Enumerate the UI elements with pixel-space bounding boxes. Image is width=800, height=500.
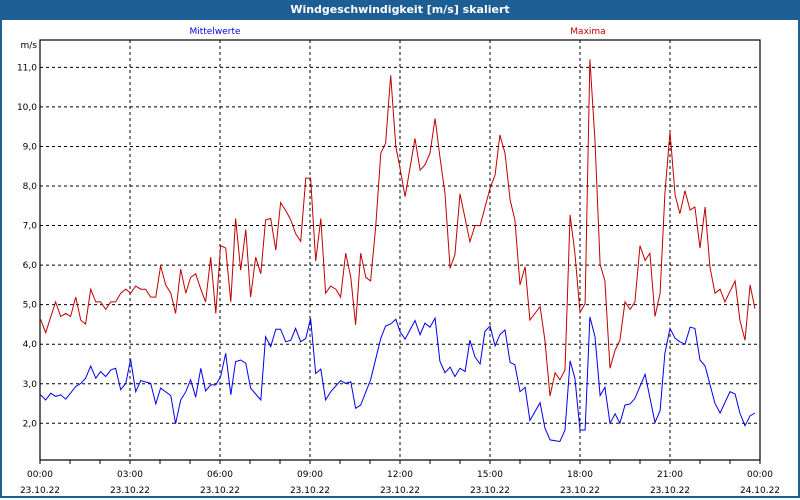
series-lines [40,59,756,443]
y-tick-label: 9,0 [23,142,38,152]
grid [40,40,760,460]
y-axis-unit: m/s [21,41,38,51]
x-tick-date: 23.10.22 [110,486,150,496]
y-tick-label: 3,0 [23,380,38,390]
series-line-mittelwerte [40,316,756,443]
y-tick-label: 10,0 [17,103,37,113]
x-tick-time: 15:00 [477,470,503,480]
y-tick-label: 6,0 [23,261,38,271]
x-tick-time: 09:00 [297,470,323,480]
legend-max: Maxima [570,27,605,37]
x-tick-time: 12:00 [387,470,413,480]
x-tick-date: 23.10.22 [560,486,600,496]
window-title: Windgeschwindigkeit [m/s] skaliert [0,0,800,20]
series-line-maxima [40,59,756,397]
y-tick-label: 11,0 [17,63,37,73]
y-tick-label: 5,0 [23,301,38,311]
x-tick-date: 23.10.22 [200,486,240,496]
x-tick-date: 23.10.22 [290,486,330,496]
x-tick-date: 23.10.22 [470,486,510,496]
y-tick-label: 7,0 [23,222,38,232]
x-tick-time: 18:00 [567,470,593,480]
x-tick-date: 23.10.22 [380,486,420,496]
x-tick-date: 24.10.22 [740,486,780,496]
y-tick-label: 8,0 [23,182,38,192]
axes: 2,0 3,0 4,0 5,0 6,0 7,0 8,0 9,0 10,0 11,0 00:00 23.… [17,39,780,496]
plot-frame [39,39,761,461]
y-tick-label: 4,0 [23,340,38,350]
x-tick-time: 03:00 [117,470,143,480]
x-tick-time: 00:00 [27,470,53,480]
x-tick-date: 23.10.22 [20,486,60,496]
legend-mean: Mittelwerte [189,27,240,37]
x-tick-date: 23.10.22 [650,486,690,496]
x-tick-time: 06:00 [207,470,233,480]
x-tick-time: 21:00 [657,470,683,480]
x-tick-time: 00:00 [747,470,773,480]
y-tick-label: 2,0 [23,419,38,429]
